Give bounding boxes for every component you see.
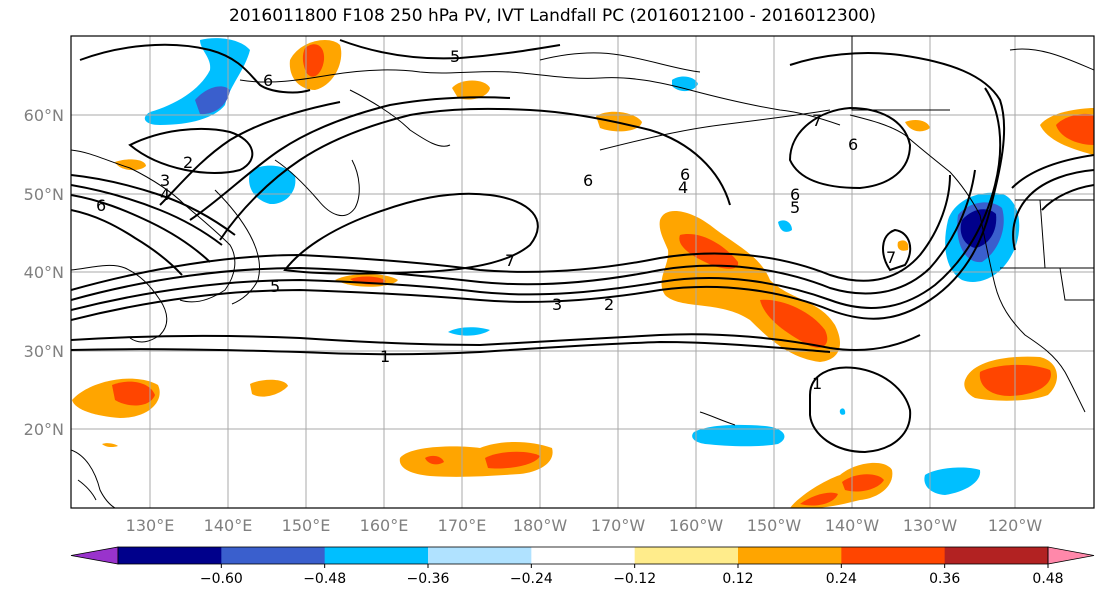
lon-label: 180°W [513,516,568,535]
colorbar-tick-label: −0.12 [613,571,656,587]
colorbar-tick-label: −0.24 [510,571,553,587]
contour-label: 4 [678,178,688,197]
lat-label: 20°N [24,420,64,439]
colorbar-frame [117,546,1049,565]
colorbar-tick-label: −0.60 [200,571,243,587]
colorbar-segment [324,547,429,564]
contour-label: 6 [790,185,800,204]
colorbar-extend-right [1047,546,1095,565]
colorbar-segment [738,547,842,564]
contour-label: 5 [790,198,800,217]
contour-label: 6 [263,71,273,90]
pv-contours [71,39,1094,454]
contour-label: 7 [886,248,896,267]
lat-label: 60°N [24,106,64,125]
contour-label: 7 [812,111,822,130]
colorbar-extend-left [70,546,119,565]
contour-label: 3 [160,171,170,190]
colorbar: −0.60 −0.48 −0.36 −0.24 −0.12 0.12 0.24 0.36 0.4… [70,546,1095,587]
contour-label: 6 [583,171,593,190]
colorbar-tick-label: 0.48 [1032,571,1063,587]
colorbar-segment [118,547,222,564]
lon-label: 160°E [360,516,409,535]
contour-label: 2 [604,295,614,314]
contour-label: 3 [552,295,562,314]
lat-label: 40°N [24,263,64,282]
coastlines [71,36,1094,508]
lon-label: 140°W [825,516,880,535]
colorbar-tick-label: −0.36 [407,571,450,587]
contour-labels: 6 5 6 2 3 4 6 7 5 3 2 1 6 4 7 6 6 5 1 7 … [96,47,896,393]
map-title: 2016011800 F108 250 hPa PV, IVT Landfall… [228,6,876,26]
lon-label: 140°E [204,516,253,535]
colorbar-segment [221,547,326,564]
contour-label: 5 [450,47,460,66]
lon-label: 120°W [988,516,1043,535]
colorbar-tick-label: −0.48 [303,571,346,587]
contour-label: 5 [270,277,280,296]
colorbar-tick-label: 0.24 [826,571,857,587]
positive-anomaly-fields [72,40,1094,508]
lon-label: 170°E [438,516,487,535]
latitude-labels: 60°N 50°N 40°N 30°N 20°N [24,106,64,439]
contour-label: 6 [96,196,106,215]
lat-label: 50°N [24,185,64,204]
lon-label: 160°W [669,516,724,535]
contour-label: 1 [380,347,390,366]
colorbar-segment [944,547,1049,564]
graticule [71,36,1094,508]
lon-label: 130°E [126,516,175,535]
colorbar-segment [634,547,739,564]
lon-label: 150°E [282,516,331,535]
contour-label: 2 [183,153,193,172]
contour-label: 4 [160,185,170,204]
colorbar-segment [531,547,636,564]
longitude-labels: 130°E 140°E 150°E 160°E 170°E 180°W 170°… [126,516,1043,535]
colorbar-segment [841,547,946,564]
lon-label: 150°W [747,516,802,535]
contour-label: 7 [505,251,515,270]
colorbar-tick-label: 0.12 [722,571,753,587]
colorbar-tick-label: 0.36 [929,571,960,587]
lon-label: 130°W [903,516,958,535]
contour-label: 6 [848,135,858,154]
contour-label: 6 [680,165,690,184]
lat-label: 30°N [24,342,64,361]
colorbar-segment [428,547,532,564]
lon-label: 170°W [591,516,646,535]
map-frame [70,35,1095,509]
contour-label: 1 [812,374,822,393]
